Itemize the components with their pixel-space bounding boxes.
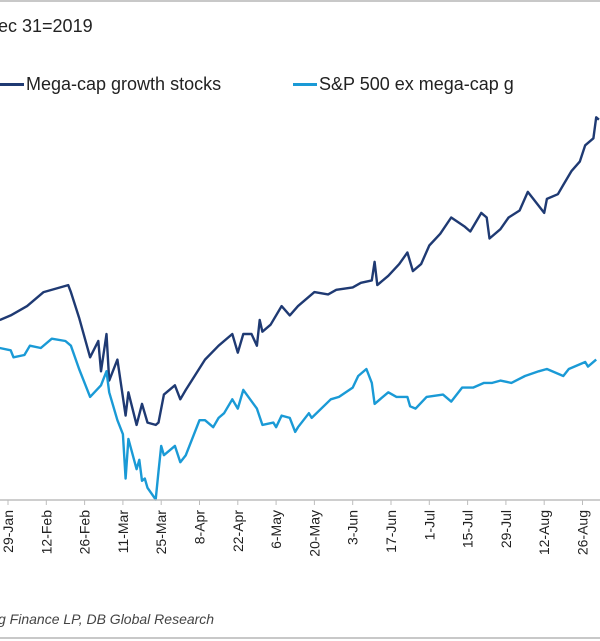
x-tick-label: 6-May	[268, 510, 284, 549]
legend-item-mega-cap: Mega-cap growth stocks	[0, 74, 221, 95]
legend-swatch-dark	[0, 83, 24, 86]
top-border	[0, 0, 600, 2]
x-tick-label: 3-Jun	[345, 510, 361, 545]
x-tick-label: 12-Aug	[536, 510, 552, 555]
x-tick-label: 8-Apr	[192, 510, 208, 545]
x-tick-label: 29-Jan	[0, 510, 16, 553]
series-line-mega-cap-growth	[0, 116, 600, 427]
x-tick-label: 17-Jun	[383, 510, 399, 553]
x-tick-label: 1-Jul	[421, 510, 437, 540]
series-line-sp500-ex-mega-cap	[0, 337, 597, 501]
x-tick-label: 25-Mar	[153, 510, 169, 555]
legend-item-sp500-ex: S&P 500 ex mega-cap g	[293, 74, 514, 95]
source-note: g Finance LP, DB Global Research	[0, 611, 215, 627]
chart-title: ec 31=2019	[0, 16, 93, 36]
x-tick-label: 12-Feb	[38, 510, 54, 555]
x-tick-label: 26-Feb	[77, 510, 93, 555]
legend-label: S&P 500 ex mega-cap g	[319, 74, 514, 94]
x-tick-label: 29-Jul	[498, 510, 514, 548]
x-tick-label: 11-Mar	[115, 510, 131, 554]
legend-label: Mega-cap growth stocks	[26, 74, 222, 94]
legend-swatch-light	[293, 83, 317, 86]
x-tick-label: 22-Apr	[230, 510, 246, 552]
bottom-border	[0, 637, 600, 639]
x-tick-label: 20-May	[306, 510, 322, 557]
x-tick-label: 15-Jul	[460, 510, 476, 548]
x-tick-label: 26-Aug	[575, 510, 591, 555]
